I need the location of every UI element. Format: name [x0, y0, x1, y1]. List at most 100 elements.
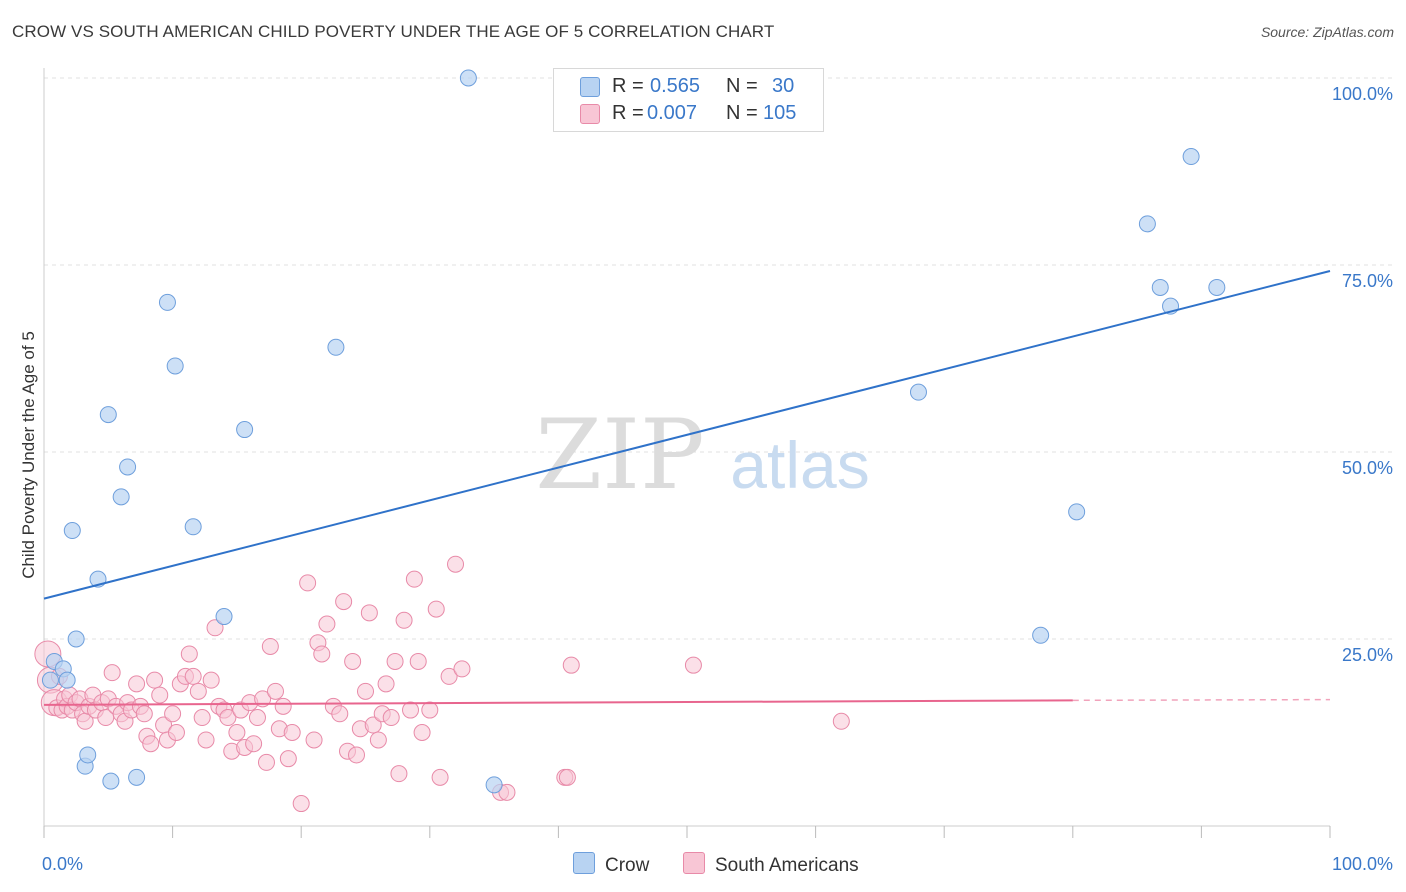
y-tick-label: 50.0% — [1342, 458, 1393, 478]
legend-row-crow: R = 0.565 N = 30 — [554, 75, 823, 99]
south-americans-point — [146, 671, 164, 689]
south-americans-point — [283, 724, 301, 741]
south-americans-points — [34, 555, 850, 813]
south-americans-point — [128, 675, 146, 693]
crow-point — [1151, 278, 1169, 296]
legend-n-value: 105 — [763, 102, 797, 124]
south-americans-point — [562, 656, 580, 674]
crow-swatch — [573, 852, 595, 874]
south-americans-point — [558, 768, 576, 786]
south-americans-point — [151, 686, 169, 704]
south-americans-point — [369, 731, 387, 749]
y-tick-label: 75.0% — [1342, 271, 1393, 291]
south-americans-point — [427, 600, 445, 618]
crow-point — [128, 768, 146, 786]
south-americans-point — [832, 712, 850, 730]
south-americans-point — [440, 667, 458, 685]
crow-point — [119, 458, 137, 476]
y-axis-label: Child Poverty Under the Age of 5 — [19, 331, 38, 579]
south-americans-point — [360, 604, 378, 622]
legend-row-south-americans: R = 0.007 N = 105 — [554, 102, 823, 126]
south-americans-point — [684, 656, 702, 674]
south-americans-trend-extension — [1072, 698, 1331, 702]
south-americans-point — [228, 724, 246, 741]
south-americans-point — [184, 667, 202, 685]
south-americans-point — [386, 652, 404, 670]
legend-n-label: N = — [726, 102, 758, 124]
south-americans-point — [202, 671, 220, 689]
x-tick-label: 0.0% — [42, 854, 83, 874]
crow-point — [102, 772, 120, 790]
crow-trend-line — [43, 270, 1331, 600]
south-americans-point — [257, 753, 275, 771]
bottom-legend-south-americans: South Americans — [683, 852, 859, 877]
source-label: Source: ZipAtlas.com — [1260, 24, 1394, 40]
south-americans-point — [431, 768, 449, 786]
crow-point — [1138, 215, 1156, 233]
south-americans-point — [305, 731, 323, 749]
south-americans-point — [364, 716, 382, 734]
crow-point — [112, 488, 130, 506]
legend: R = 0.565 N = 30 R = 0.007 N = 105 — [553, 68, 824, 132]
south-americans-point — [167, 724, 185, 741]
south-americans-point — [193, 709, 211, 727]
south-americans-point — [382, 709, 400, 727]
chart-title: CROW VS SOUTH AMERICAN CHILD POVERTY UND… — [12, 22, 775, 41]
south-americans-point — [344, 652, 362, 670]
tick-labels: 25.0% 50.0% 75.0% 100.0% 0.0% 100.0% — [42, 84, 1393, 874]
south-americans-point — [347, 746, 365, 764]
south-americans-point — [142, 735, 160, 753]
south-americans-point — [279, 750, 297, 768]
watermark-atlas: atlas — [730, 428, 869, 502]
crow-point — [1208, 278, 1226, 296]
south-americans-point — [421, 701, 439, 719]
crow-point — [909, 383, 927, 401]
south-americans-point — [402, 701, 420, 719]
south-americans-point — [395, 611, 413, 629]
crow-point — [1032, 626, 1050, 644]
south-americans-point — [219, 709, 237, 727]
south-americans-swatch — [683, 852, 705, 874]
south-americans-point — [318, 615, 336, 633]
south-americans-point — [266, 682, 284, 700]
south-americans-point — [135, 705, 153, 723]
south-americans-point — [197, 731, 215, 749]
crow-point — [459, 69, 477, 87]
south-americans-point — [164, 705, 182, 723]
y-tick-label: 100.0% — [1332, 84, 1393, 104]
south-americans-point — [413, 724, 431, 741]
south-americans-point — [292, 795, 310, 813]
crow-point — [79, 746, 97, 764]
south-americans-trend-line — [43, 699, 1073, 706]
south-americans-point — [248, 709, 266, 727]
south-americans-point — [447, 555, 465, 573]
south-americans-point — [390, 765, 408, 783]
crow-point — [158, 293, 176, 311]
south-americans-point — [498, 783, 516, 801]
crow-point — [41, 671, 59, 689]
crow-points — [41, 69, 1226, 794]
crow-point — [1182, 148, 1200, 166]
south-americans-point — [331, 705, 349, 723]
south-americans-point — [189, 682, 207, 700]
south-americans-swatch — [580, 104, 600, 124]
x-tick-label: 100.0% — [1332, 854, 1393, 874]
south-americans-point — [453, 660, 471, 678]
crow-point — [1068, 503, 1086, 521]
legend-r-label: R = — [612, 75, 644, 97]
crow-point — [63, 522, 81, 540]
south-americans-point — [377, 675, 395, 693]
south-americans-point — [180, 645, 198, 663]
south-americans-point — [405, 570, 423, 588]
watermark: ZIP atlas — [535, 399, 869, 511]
south-americans-point — [245, 735, 263, 753]
south-americans-point — [261, 637, 279, 655]
crow-point — [184, 518, 202, 536]
crow-point — [215, 608, 233, 626]
crow-swatch — [580, 77, 600, 97]
south-americans-point — [103, 664, 121, 682]
legend-r-label: R = — [612, 102, 644, 124]
crow-legend-label: Crow — [605, 855, 650, 876]
crow-point — [327, 338, 345, 356]
